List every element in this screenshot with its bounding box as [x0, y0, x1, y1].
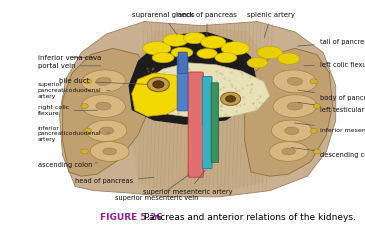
- Ellipse shape: [272, 120, 312, 141]
- Ellipse shape: [215, 52, 237, 63]
- Ellipse shape: [273, 70, 317, 93]
- Text: left testicular vein: left testicular vein: [298, 102, 365, 113]
- Ellipse shape: [143, 42, 171, 55]
- Text: inferior
pancreaticoduodenal
artery: inferior pancreaticoduodenal artery: [38, 126, 110, 142]
- Circle shape: [313, 104, 321, 109]
- Text: inferior vena cava: inferior vena cava: [38, 55, 101, 61]
- Polygon shape: [59, 22, 336, 197]
- Circle shape: [84, 79, 92, 84]
- Ellipse shape: [82, 70, 125, 93]
- Circle shape: [81, 149, 88, 154]
- Ellipse shape: [257, 46, 283, 59]
- Polygon shape: [128, 32, 257, 125]
- Ellipse shape: [197, 49, 217, 59]
- Ellipse shape: [269, 141, 308, 161]
- Polygon shape: [245, 48, 333, 176]
- Ellipse shape: [90, 141, 129, 161]
- Ellipse shape: [184, 32, 205, 44]
- Text: bile duct: bile duct: [59, 78, 148, 84]
- Ellipse shape: [103, 148, 116, 155]
- Ellipse shape: [163, 34, 188, 46]
- Text: Pancreas and anterior relations of the kidneys.: Pancreas and anterior relations of the k…: [144, 213, 356, 222]
- FancyBboxPatch shape: [211, 83, 219, 162]
- Circle shape: [147, 77, 169, 92]
- Ellipse shape: [273, 95, 317, 118]
- Text: suprarenal glands: suprarenal glands: [132, 12, 195, 35]
- Ellipse shape: [96, 77, 111, 85]
- Text: inferior mesenteric vein: inferior mesenteric vein: [295, 123, 365, 133]
- Ellipse shape: [282, 148, 295, 155]
- Ellipse shape: [86, 120, 127, 141]
- Text: superior
pancreaticoduodenal
artery: superior pancreaticoduodenal artery: [38, 82, 110, 99]
- Ellipse shape: [247, 58, 268, 68]
- Text: superior mesenteric vein: superior mesenteric vein: [115, 175, 199, 201]
- Text: FIGURE 5.26: FIGURE 5.26: [100, 213, 163, 222]
- FancyBboxPatch shape: [202, 77, 212, 169]
- Text: ascending colon: ascending colon: [38, 162, 97, 168]
- Text: right colic
flexure: right colic flexure: [38, 105, 97, 116]
- Ellipse shape: [99, 127, 114, 135]
- FancyBboxPatch shape: [178, 52, 187, 73]
- Text: left colic flexure: left colic flexure: [304, 62, 365, 68]
- Circle shape: [313, 149, 321, 154]
- Text: body of pancreas: body of pancreas: [298, 90, 365, 101]
- Circle shape: [310, 79, 318, 84]
- Circle shape: [153, 81, 164, 88]
- Text: head of pancreas: head of pancreas: [75, 178, 154, 184]
- Polygon shape: [132, 26, 270, 193]
- Ellipse shape: [287, 77, 303, 85]
- Circle shape: [226, 96, 235, 102]
- Polygon shape: [138, 63, 270, 118]
- Ellipse shape: [285, 127, 299, 135]
- Circle shape: [220, 92, 241, 105]
- Circle shape: [81, 104, 88, 109]
- Text: neck of pancreas: neck of pancreas: [177, 12, 237, 37]
- Text: descending colon: descending colon: [291, 148, 365, 158]
- Ellipse shape: [81, 95, 126, 118]
- Text: superior mesenteric artery: superior mesenteric artery: [143, 170, 233, 195]
- Ellipse shape: [278, 53, 300, 64]
- Text: tail of pancreas: tail of pancreas: [298, 39, 365, 46]
- FancyBboxPatch shape: [188, 72, 203, 177]
- Circle shape: [84, 128, 92, 133]
- Ellipse shape: [171, 47, 193, 58]
- Ellipse shape: [221, 42, 249, 55]
- Text: portal vein: portal vein: [38, 63, 101, 69]
- Polygon shape: [132, 73, 185, 116]
- FancyBboxPatch shape: [177, 56, 188, 111]
- Ellipse shape: [201, 36, 226, 48]
- Text: splenic artery: splenic artery: [247, 12, 295, 37]
- Ellipse shape: [287, 102, 303, 110]
- Ellipse shape: [96, 102, 111, 110]
- Circle shape: [310, 128, 318, 133]
- Polygon shape: [63, 48, 150, 176]
- Ellipse shape: [152, 52, 174, 63]
